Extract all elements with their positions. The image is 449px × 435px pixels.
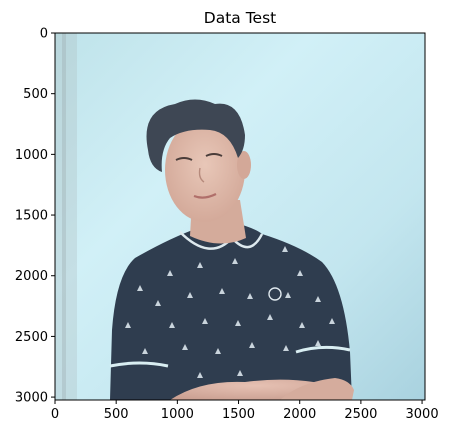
y-axis-ticks: 0 500 1000 1500 2000 2500 3000 (15, 27, 55, 406)
wall-left-strip (62, 33, 66, 400)
left-arm (280, 378, 354, 400)
left-eye (175, 157, 193, 161)
y-tick-label: 0 (40, 27, 48, 42)
hair (146, 99, 245, 172)
y-tick-label: 1500 (15, 209, 48, 224)
nose (198, 167, 205, 183)
right-eye (205, 153, 223, 157)
y-tick-label: 2000 (15, 269, 48, 284)
x-axis-ticks: 0 500 1000 1500 2000 2500 3000 (51, 400, 439, 422)
left-sleeve-stripe (109, 361, 169, 368)
y-tick-label: 500 (23, 87, 48, 102)
shirt (110, 222, 352, 400)
shirt-pattern (125, 246, 335, 378)
x-tick-label: 1000 (161, 407, 194, 422)
x-tick-label: 500 (104, 407, 129, 422)
face (165, 118, 245, 222)
y-tick-label: 3000 (15, 391, 48, 406)
y-tick-label: 1000 (15, 148, 48, 163)
image-plot-area (55, 33, 425, 400)
x-tick-label: 3000 (406, 407, 439, 422)
x-tick-label: 1500 (222, 407, 255, 422)
x-tick-label: 2000 (283, 407, 316, 422)
wall-left-edge (55, 33, 77, 400)
shirt-emblem (268, 287, 282, 301)
mouth (193, 193, 217, 199)
ear (237, 151, 251, 179)
x-tick-label: 0 (51, 407, 59, 422)
axes-frame (54, 32, 426, 401)
right-sleeve-stripe (295, 345, 351, 354)
y-tick-label: 2500 (15, 330, 48, 345)
x-tick-label: 2500 (344, 407, 377, 422)
chart-title: Data Test (204, 9, 276, 27)
